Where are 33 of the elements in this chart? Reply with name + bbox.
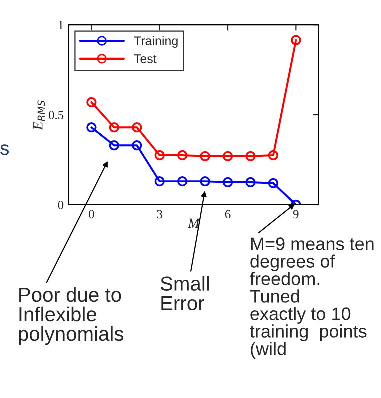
x-tick-label: 3 — [157, 210, 162, 219]
point — [222, 151, 234, 162]
point — [222, 177, 234, 188]
annotation: Small Error — [160, 276, 210, 311]
point — [177, 150, 188, 161]
text: Poor due to Inflexible polynomials — [19, 287, 124, 346]
point — [132, 140, 142, 151]
point — [132, 122, 142, 133]
x-tick-label: 6 — [225, 210, 231, 219]
y-axis-title: E$_{RMS}$ — [34, 100, 46, 130]
point — [154, 150, 165, 161]
point — [154, 176, 165, 187]
y-tick-label: 0 — [58, 200, 64, 210]
point — [246, 177, 256, 188]
point — [109, 122, 120, 133]
point — [291, 35, 302, 46]
point — [200, 151, 210, 162]
point — [200, 176, 210, 187]
point — [86, 122, 97, 133]
point — [246, 151, 256, 162]
point — [177, 176, 188, 187]
point — [86, 97, 97, 108]
point — [268, 178, 279, 188]
legend-label: Test — [134, 54, 157, 64]
y-tick-label: 1 — [58, 21, 64, 30]
annotation: M=9 means ten degrees of freedom. Tuned exactly to 10 training points (wild — [250, 238, 374, 359]
text: s — [0, 144, 10, 156]
point — [268, 150, 279, 161]
x-tick-label: 0 — [89, 210, 94, 219]
y-tick-label: 0.5 — [48, 111, 64, 120]
legend-label: Training — [134, 36, 178, 48]
x-tick-label: 9 — [293, 210, 299, 219]
point — [109, 140, 120, 151]
